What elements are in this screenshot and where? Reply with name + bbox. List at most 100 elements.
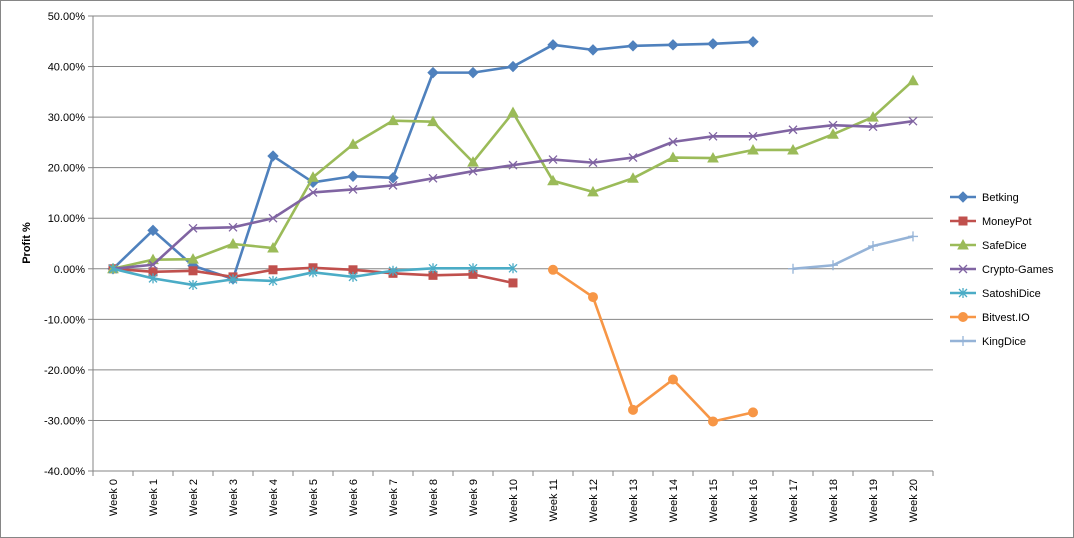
data-point	[548, 155, 558, 165]
legend-marker	[958, 336, 968, 346]
legend-label: Betking	[982, 192, 1019, 204]
legend-item: SatoshiDice	[950, 288, 1041, 300]
x-tick-label: Week 10	[508, 479, 520, 522]
legend-label: Crypto-Games	[982, 264, 1054, 276]
data-point	[587, 185, 599, 197]
y-tick-label: -30.00%	[44, 415, 85, 427]
x-tick-label: Week 1	[148, 479, 160, 516]
data-point	[387, 114, 399, 126]
data-point	[668, 137, 678, 147]
x-tick-label: Week 18	[828, 479, 840, 522]
y-tick-label: -20.00%	[44, 365, 85, 377]
data-point	[347, 138, 359, 149]
legend-label: KingDice	[982, 336, 1026, 348]
legend-item: Crypto-Games	[950, 264, 1054, 276]
data-point	[508, 263, 518, 274]
data-point	[787, 143, 799, 155]
y-tick-label: 0.00%	[54, 264, 85, 276]
legend-marker	[958, 264, 968, 274]
data-point	[868, 122, 878, 132]
data-point	[667, 39, 679, 51]
series-4	[108, 263, 518, 290]
data-point	[347, 170, 359, 182]
data-point	[388, 180, 398, 190]
legend-item: SafeDice	[950, 238, 1027, 252]
y-tick-label: 40.00%	[48, 62, 86, 74]
data-point	[427, 66, 439, 79]
data-point	[748, 407, 758, 418]
data-point	[788, 263, 798, 274]
data-point	[827, 128, 839, 139]
x-tick-label: Week 14	[668, 479, 680, 522]
data-point	[507, 60, 519, 73]
data-point	[708, 131, 718, 141]
x-tick-label: Week 12	[588, 479, 600, 522]
series-6	[788, 231, 918, 274]
x-tick-label: Week 5	[308, 479, 320, 516]
x-axis-ticks: Week 0 Week 1 Week 2 Week 3 Week 4 Week 5 Week…	[92, 471, 934, 522]
x-tick-label: Week 4	[268, 479, 280, 516]
data-point	[627, 172, 639, 183]
data-point	[148, 273, 158, 284]
data-point	[387, 172, 399, 184]
x-tick-label: Week 13	[628, 479, 640, 522]
data-point	[507, 106, 519, 118]
data-point	[707, 152, 719, 163]
data-point	[188, 223, 198, 233]
data-point	[747, 143, 759, 155]
x-tick-label: Week 2	[188, 479, 200, 516]
y-tick-label: -10.00%	[44, 314, 85, 326]
data-point	[747, 36, 759, 48]
series-layer	[107, 36, 919, 427]
data-point	[308, 187, 318, 197]
legend-label: MoneyPot	[982, 216, 1032, 228]
data-point	[588, 292, 598, 303]
legend-label: Bitvest.IO	[982, 312, 1030, 324]
x-tick-label: Week 17	[788, 479, 800, 522]
x-tick-label: Week 20	[908, 479, 920, 522]
x-tick-label: Week 9	[468, 479, 480, 516]
series-5	[548, 264, 758, 427]
data-point	[228, 274, 238, 285]
data-point	[348, 184, 358, 194]
legend-marker	[958, 312, 968, 322]
x-tick-label: Week 19	[868, 479, 880, 522]
y-tick-label: 50.00%	[48, 11, 86, 23]
data-point	[388, 265, 398, 276]
data-point	[587, 44, 599, 56]
data-point	[267, 242, 279, 253]
data-point	[468, 263, 478, 274]
data-point	[188, 266, 198, 276]
series-line	[792, 235, 914, 271]
data-point	[547, 39, 559, 51]
data-point	[148, 260, 158, 270]
y-tick-label: 20.00%	[48, 163, 86, 175]
data-point	[868, 241, 878, 252]
axes	[92, 16, 933, 472]
data-point	[867, 111, 879, 122]
x-tick-label: Week 11	[548, 479, 560, 521]
data-point	[267, 150, 279, 162]
data-point	[428, 173, 438, 183]
y-tick-label: -40.00%	[44, 466, 85, 478]
data-point	[628, 153, 638, 163]
data-point	[508, 160, 518, 170]
legend-marker	[958, 288, 968, 298]
legend-item: Betking	[950, 191, 1019, 204]
legend-marker	[957, 191, 969, 203]
x-tick-label: Week 16	[748, 479, 760, 522]
data-point	[227, 237, 239, 249]
y-tick-label: 30.00%	[48, 112, 86, 124]
x-tick-label: Week 8	[428, 479, 440, 516]
x-tick-label: Week 7	[388, 479, 400, 516]
x-tick-label: Week 0	[108, 479, 120, 516]
data-point	[308, 267, 318, 278]
data-point	[187, 253, 199, 264]
x-tick-label: Week 3	[228, 479, 240, 516]
x-tick-label: Week 6	[348, 479, 360, 516]
data-point	[428, 263, 438, 274]
legend-item: KingDice	[950, 336, 1026, 348]
y-axis-title: Profit %	[21, 222, 33, 264]
series-3	[108, 116, 918, 274]
